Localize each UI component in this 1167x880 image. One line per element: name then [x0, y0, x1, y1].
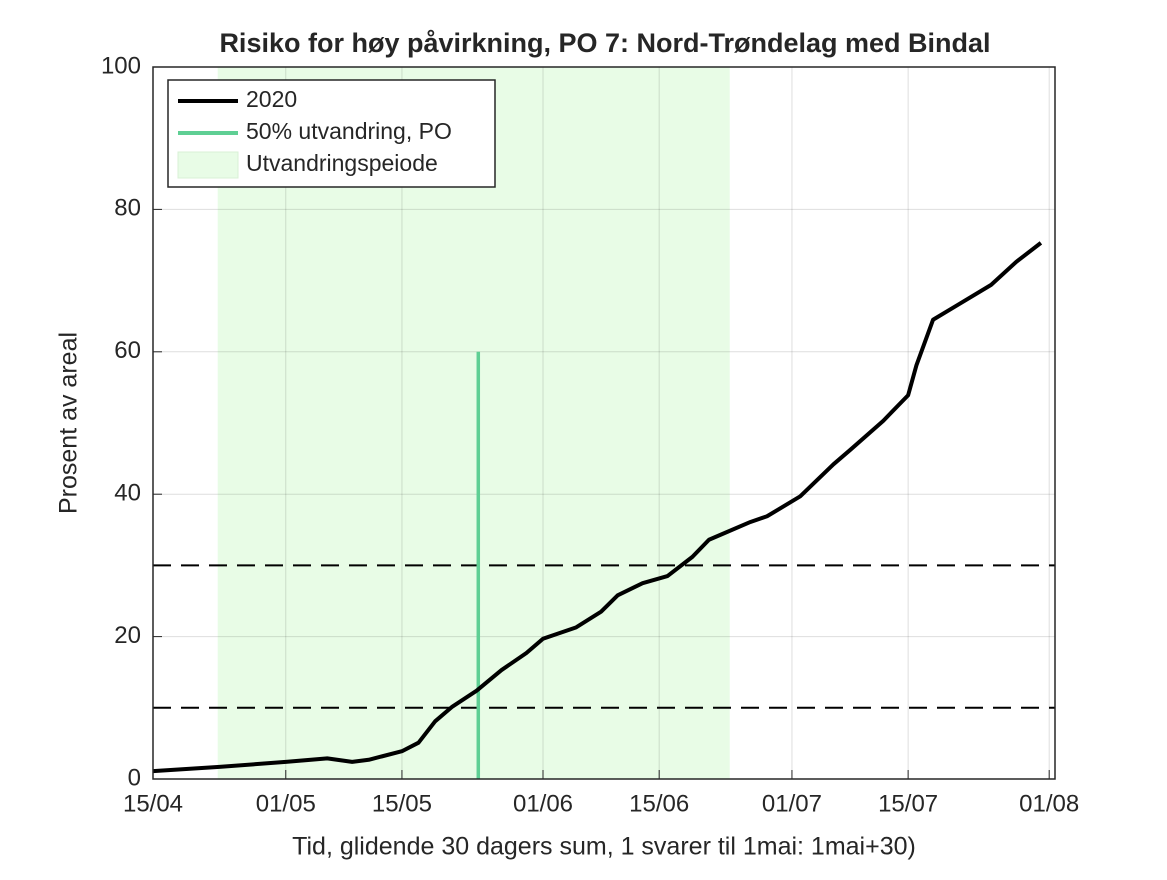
legend-label: 50% utvandring, PO	[246, 118, 452, 144]
y-tick-label: 40	[114, 480, 141, 507]
plot-frame	[152, 66, 1056, 780]
y-tick-label: 60	[114, 337, 141, 364]
legend-swatch	[177, 151, 239, 179]
x-tick-label: 15/04	[123, 790, 183, 817]
x-tick-label: 01/07	[762, 790, 822, 817]
legend-label: 2020	[246, 86, 297, 112]
x-tick-label: 15/07	[878, 790, 938, 817]
x-axis-label: Tid, glidende 30 dagers sum, 1 svarer ti…	[292, 833, 916, 861]
chart-title: Risiko for høy påvirkning, PO 7: Nord-Tr…	[219, 28, 990, 58]
y-axis-label: Prosent av areal	[55, 332, 83, 514]
x-tick-label: 01/06	[513, 790, 573, 817]
data-line	[152, 241, 1043, 774]
x-tick-label: 15/05	[372, 790, 432, 817]
x-tick-label: 15/06	[629, 790, 689, 817]
y-tick-label: 20	[114, 622, 141, 649]
x-tick-label: 01/08	[1019, 790, 1079, 817]
y-tick-label: 80	[114, 195, 141, 222]
x-tick-label: 01/05	[256, 790, 316, 817]
y-tick-label: 0	[128, 764, 141, 791]
legend-label: Utvandringspeiode	[246, 150, 438, 176]
y-tick-label: 100	[101, 52, 141, 79]
